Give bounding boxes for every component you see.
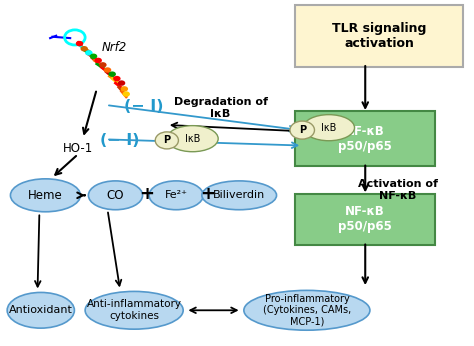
Text: Activation of
NF-κB: Activation of NF-κB bbox=[358, 179, 438, 201]
Circle shape bbox=[104, 67, 111, 73]
Text: Degradation of
IκB: Degradation of IκB bbox=[173, 97, 267, 119]
Ellipse shape bbox=[303, 115, 355, 141]
Circle shape bbox=[155, 132, 178, 149]
Ellipse shape bbox=[149, 181, 203, 210]
Ellipse shape bbox=[10, 179, 81, 212]
Text: NF-κB
p50/p65: NF-κB p50/p65 bbox=[338, 125, 392, 153]
Text: (− I): (− I) bbox=[100, 133, 140, 148]
Ellipse shape bbox=[89, 181, 143, 210]
Text: IκB: IκB bbox=[185, 134, 200, 144]
Text: P: P bbox=[299, 125, 306, 135]
Text: IκB: IκB bbox=[321, 123, 337, 133]
Circle shape bbox=[109, 71, 116, 77]
Text: Heme: Heme bbox=[28, 189, 63, 202]
FancyBboxPatch shape bbox=[295, 111, 435, 166]
Text: NF-κB
p50/p65: NF-κB p50/p65 bbox=[338, 205, 392, 233]
Text: Pro-inflammatory
(Cytokines, CAMs,
MCP-1): Pro-inflammatory (Cytokines, CAMs, MCP-1… bbox=[263, 294, 351, 327]
Text: Nrf2: Nrf2 bbox=[101, 41, 127, 54]
Circle shape bbox=[94, 58, 102, 63]
Text: Antioxidant: Antioxidant bbox=[9, 305, 73, 315]
Circle shape bbox=[81, 46, 88, 52]
Ellipse shape bbox=[7, 292, 74, 328]
FancyBboxPatch shape bbox=[295, 5, 463, 66]
Circle shape bbox=[76, 41, 83, 46]
Text: HO-1: HO-1 bbox=[63, 143, 93, 155]
Circle shape bbox=[99, 62, 107, 67]
Ellipse shape bbox=[85, 291, 183, 329]
Text: Anti-inflammatory
cytokines: Anti-inflammatory cytokines bbox=[87, 300, 182, 321]
Circle shape bbox=[290, 121, 314, 139]
Text: Fe²⁺: Fe²⁺ bbox=[164, 190, 188, 200]
Text: Biliverdin: Biliverdin bbox=[213, 190, 265, 200]
Ellipse shape bbox=[202, 181, 276, 210]
Text: TLR signaling
activation: TLR signaling activation bbox=[332, 22, 427, 50]
Text: +: + bbox=[139, 185, 154, 203]
Circle shape bbox=[113, 76, 120, 81]
Circle shape bbox=[120, 86, 128, 92]
Circle shape bbox=[118, 80, 125, 86]
Text: (− I): (− I) bbox=[124, 99, 163, 113]
Text: +: + bbox=[200, 185, 215, 203]
Text: CO: CO bbox=[107, 189, 124, 202]
Circle shape bbox=[122, 91, 130, 97]
Text: P: P bbox=[163, 135, 170, 145]
FancyBboxPatch shape bbox=[295, 194, 435, 245]
Circle shape bbox=[90, 54, 97, 59]
Ellipse shape bbox=[244, 290, 370, 330]
Circle shape bbox=[85, 50, 92, 56]
Ellipse shape bbox=[167, 126, 218, 152]
